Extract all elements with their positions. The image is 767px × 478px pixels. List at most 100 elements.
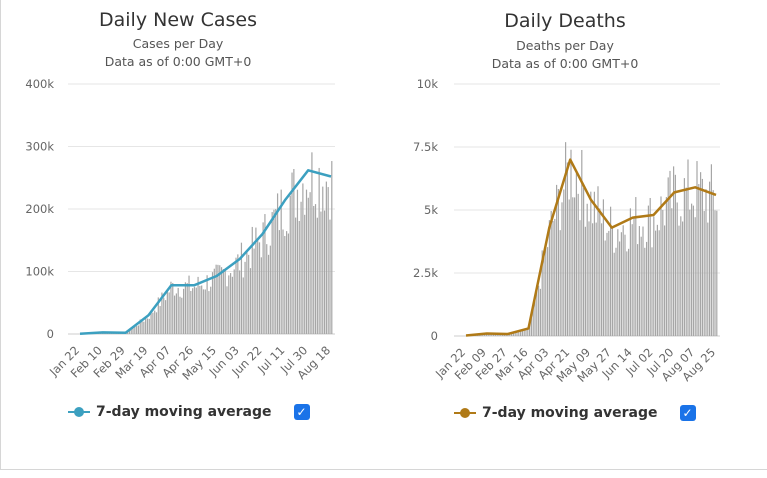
deaths-legend-checkbox[interactable]: ✓ <box>679 405 696 421</box>
deaths-daily-bar <box>543 256 545 336</box>
deaths-daily-bar <box>649 197 651 336</box>
frame-left-border <box>0 0 1 470</box>
cases-legend[interactable]: 7-day moving average ✓ <box>68 400 310 424</box>
deaths-daily-bar <box>653 216 655 336</box>
cases-daily-bar <box>251 226 253 334</box>
deaths-daily-bar <box>550 210 552 336</box>
cases-daily-bar <box>217 264 219 334</box>
cases-daily-bar <box>197 276 199 334</box>
cases-daily-bar <box>128 331 130 334</box>
deaths-daily-bar <box>674 174 676 336</box>
deaths-daily-bar <box>658 230 660 336</box>
deaths-daily-bar <box>532 302 534 336</box>
cases-daily-bar <box>249 268 252 334</box>
deaths-daily-bar <box>525 328 527 336</box>
cases-daily-bar <box>146 318 149 334</box>
deaths-legend[interactable]: 7-day moving average ✓ <box>454 401 696 425</box>
deaths-daily-bar <box>593 191 595 336</box>
cases-daily-bar <box>269 245 271 334</box>
deaths-daily-bar <box>656 224 658 336</box>
cases-daily-bar <box>258 242 261 334</box>
deaths-daily-bar <box>604 240 606 336</box>
deaths-daily-bar <box>579 220 581 336</box>
deaths-daily-bar <box>485 334 487 336</box>
cases-daily-bar <box>264 214 266 334</box>
cases-daily-bar <box>166 290 168 334</box>
deaths-daily-bar <box>563 189 565 336</box>
cases-daily-bar <box>257 238 259 334</box>
deaths-daily-bar <box>581 149 583 336</box>
deaths-daily-bar <box>584 226 586 336</box>
deaths-daily-bar <box>520 329 522 336</box>
deaths-daily-bar <box>523 329 525 336</box>
deaths-daily-bar <box>552 221 554 336</box>
cases-daily-bar <box>298 220 300 334</box>
cases-daily-bar <box>150 310 152 334</box>
deaths-daily-bar <box>601 223 603 336</box>
deaths-daily-bar <box>568 199 570 336</box>
deaths-daily-bar <box>669 170 671 336</box>
deaths-daily-bar <box>617 229 619 336</box>
deaths-daily-bar <box>682 221 684 336</box>
deaths-daily-bar <box>611 227 613 336</box>
cases-daily-bar <box>275 209 277 334</box>
cases-daily-bar <box>311 152 313 334</box>
cases-daily-bar <box>313 205 315 334</box>
deaths-daily-bar <box>570 149 572 336</box>
cases-daily-bar <box>170 281 172 334</box>
deaths-daily-bar <box>565 142 567 336</box>
deaths-daily-bar <box>588 221 590 336</box>
deaths-daily-bar <box>689 209 691 336</box>
cases-daily-bar <box>316 217 318 334</box>
cases-daily-bar <box>248 254 250 334</box>
deaths-daily-bar <box>660 196 662 336</box>
cases-chart-title: Daily New Cases <box>99 9 257 31</box>
deaths-daily-bar <box>613 252 615 336</box>
cases-daily-bar <box>300 201 302 334</box>
deaths-daily-bar <box>685 187 687 336</box>
deaths-daily-bar <box>491 334 493 336</box>
deaths-chart-title: Daily Deaths <box>504 10 625 32</box>
cases-daily-bar <box>289 195 291 334</box>
deaths-daily-bar <box>631 224 633 336</box>
deaths-daily-bar <box>710 164 712 336</box>
cases-daily-bar <box>276 193 279 334</box>
cases-daily-bar <box>188 275 190 334</box>
deaths-daily-bar <box>606 232 608 336</box>
cases-daily-bar <box>206 275 208 334</box>
cases-legend-checkbox[interactable]: ✓ <box>293 404 310 420</box>
deaths-daily-bar <box>647 205 649 336</box>
deaths-daily-bar <box>590 191 592 336</box>
deaths-daily-bar <box>586 203 588 336</box>
deaths-daily-bar <box>521 330 523 336</box>
cases-daily-bar <box>305 189 308 334</box>
cases-daily-bar <box>296 189 299 334</box>
deaths-daily-bar <box>667 177 669 336</box>
cases-daily-bar <box>195 287 197 334</box>
deaths-daily-bar <box>683 178 685 336</box>
deaths-daily-bar <box>541 250 543 336</box>
cases-daily-bar <box>262 222 264 334</box>
deaths-y-tick-label: 0 <box>431 329 438 343</box>
cases-daily-bar <box>222 269 224 334</box>
cases-daily-bar <box>193 286 196 334</box>
cases-daily-bar <box>235 257 237 334</box>
deaths-daily-bar <box>557 188 559 336</box>
deaths-daily-bar <box>678 225 680 336</box>
deaths-daily-bar <box>534 298 536 336</box>
cases-daily-bar <box>157 297 159 334</box>
cases-daily-bar <box>141 321 143 334</box>
deaths-daily-bar <box>615 247 617 336</box>
deaths-daily-bar <box>640 236 642 336</box>
cases-daily-bar <box>271 212 273 334</box>
cases-daily-bar <box>323 210 326 334</box>
deaths-legend-label: 7-day moving average <box>482 405 658 421</box>
deaths-daily-bar <box>716 210 718 336</box>
cases-daily-bar <box>175 293 177 334</box>
deaths-daily-bar <box>608 230 610 336</box>
cases-daily-bar <box>155 312 158 334</box>
deaths-daily-bar <box>487 333 489 336</box>
cases-daily-bar <box>154 310 156 334</box>
cases-daily-bar <box>210 286 212 334</box>
cases-daily-bar <box>244 261 246 334</box>
